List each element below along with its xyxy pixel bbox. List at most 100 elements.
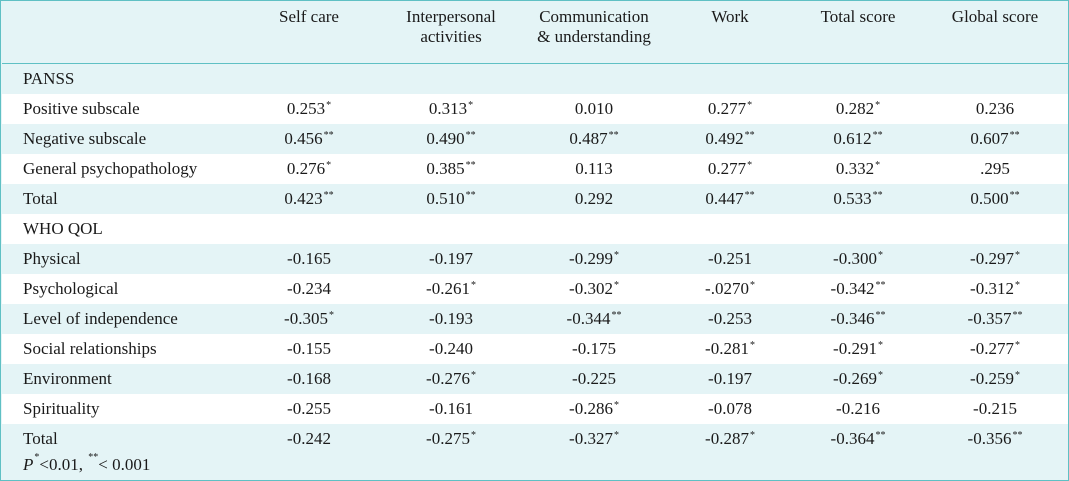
cell-value: -0.269 bbox=[833, 368, 877, 388]
table-cell: 0.490** bbox=[380, 124, 522, 154]
table-cell: 0.500** bbox=[922, 184, 1068, 214]
table-cell: 0.332* bbox=[794, 153, 922, 184]
column-header: Total score bbox=[794, 1, 922, 64]
section-title: PANSS bbox=[23, 68, 75, 88]
column-header-line: Work bbox=[711, 7, 749, 26]
cell-value: -0.342 bbox=[830, 278, 875, 298]
table-row: General psychopathology 0.276* 0.385** 0.11… bbox=[2, 153, 1068, 184]
table-cell: 0.236 bbox=[922, 93, 1068, 124]
cell-value: -0.287 bbox=[705, 428, 749, 448]
table-cell: -0.342** bbox=[794, 273, 922, 304]
cell-value: -0.175 bbox=[572, 338, 616, 358]
cell-value: -0.225 bbox=[572, 368, 616, 388]
section-header-row: WHO QOL bbox=[2, 213, 1068, 244]
cell-value: 0.510 bbox=[426, 188, 465, 208]
column-header: Communication & understanding bbox=[522, 1, 666, 64]
table-cell: 0.492** bbox=[666, 124, 794, 154]
table-cell: -0.364** bbox=[794, 424, 922, 454]
significance-marker: * bbox=[1014, 249, 1020, 261]
table-row: Positive subscale 0.253* 0.313* 0.010 0.277*… bbox=[2, 93, 1068, 124]
cell-value: -0.302 bbox=[569, 278, 613, 298]
table-cell: 0.510** bbox=[380, 184, 522, 214]
table-cell: -0.242 bbox=[238, 424, 380, 454]
cell-value: 0.533 bbox=[833, 188, 872, 208]
significance-marker: ** bbox=[608, 129, 619, 141]
cell-value: 0.332 bbox=[835, 158, 875, 178]
column-header-line: Self care bbox=[279, 7, 339, 26]
footnote-text2: < 0.001 bbox=[98, 455, 151, 474]
table-cell: 0.487** bbox=[522, 124, 666, 154]
significance-marker: * bbox=[747, 159, 753, 171]
cell-value: -0.299 bbox=[569, 248, 613, 268]
table-cell: -0.165 bbox=[238, 244, 380, 274]
table-cell: -0.302* bbox=[522, 273, 666, 304]
table-cell: -0.344** bbox=[522, 304, 666, 334]
footnote-sup1: * bbox=[34, 452, 40, 463]
table-cell: -0.255 bbox=[238, 393, 380, 424]
significance-marker: * bbox=[749, 279, 755, 291]
table-cell: 0.607** bbox=[922, 124, 1068, 154]
table-cell: -0.327* bbox=[522, 424, 666, 454]
cell-value: 0.490 bbox=[426, 128, 465, 148]
table-cell: -0.197 bbox=[666, 364, 794, 394]
table-cell: -0.168 bbox=[238, 364, 380, 394]
table-row: Spirituality -0.255 -0.161 -0.286* -0.078 -0.… bbox=[2, 393, 1068, 424]
cell-value: -0.078 bbox=[708, 398, 752, 418]
table-cell: 0.113 bbox=[522, 153, 666, 184]
column-header-line: Interpersonal bbox=[406, 7, 496, 26]
table-cell: -0.234 bbox=[238, 273, 380, 304]
table-cell: -0.305* bbox=[238, 304, 380, 334]
significance-marker: * bbox=[328, 309, 334, 321]
row-label: Positive subscale bbox=[2, 93, 238, 124]
table-row: Environment -0.168 -0.276* -0.225 -0.197 -0.2… bbox=[2, 364, 1068, 394]
row-label: General psychopathology bbox=[2, 153, 238, 184]
table-cell: -0.281* bbox=[666, 333, 794, 364]
table-row: Total 0.423** 0.510** 0.292 0.447** 0.533** 0.… bbox=[2, 184, 1068, 214]
significance-marker: * bbox=[877, 369, 883, 381]
significance-marker: ** bbox=[875, 279, 886, 291]
header-corner bbox=[2, 1, 238, 64]
cell-value: -0.281 bbox=[705, 338, 749, 358]
table-cell: 0.277* bbox=[666, 93, 794, 124]
table-cell: 0.010 bbox=[522, 93, 666, 124]
cell-value: -0.275 bbox=[426, 428, 470, 448]
column-header-line: Communication bbox=[539, 7, 649, 26]
table-cell: 0.447** bbox=[666, 184, 794, 214]
significance-marker: ** bbox=[323, 189, 334, 201]
table-cell: -0.175 bbox=[522, 333, 666, 364]
table-cell: -0.216 bbox=[794, 393, 922, 424]
significance-marker: ** bbox=[744, 129, 755, 141]
cell-value: 0.313 bbox=[428, 98, 468, 118]
cell-value: -0.259 bbox=[970, 368, 1014, 388]
cell-value: -0.168 bbox=[287, 368, 331, 388]
cell-value: -0.161 bbox=[429, 398, 473, 418]
table-cell: -0.197 bbox=[380, 244, 522, 274]
significance-marker: * bbox=[877, 249, 883, 261]
significance-marker: * bbox=[749, 429, 755, 441]
cell-value: -0.216 bbox=[836, 398, 880, 418]
cell-value: -0.197 bbox=[429, 248, 473, 268]
cell-value: -0.215 bbox=[973, 398, 1017, 418]
significance-marker: * bbox=[470, 369, 476, 381]
significance-marker: * bbox=[468, 99, 474, 111]
table-cell: -0.276* bbox=[380, 364, 522, 394]
table-cell: -0.356** bbox=[922, 424, 1068, 454]
cell-value: -0.240 bbox=[429, 338, 473, 358]
significance-marker: ** bbox=[875, 309, 886, 321]
table-cell: -0.253 bbox=[666, 304, 794, 334]
table-cell: -0.261* bbox=[380, 273, 522, 304]
table-cell: -0.215 bbox=[922, 393, 1068, 424]
table-cell: -0.287* bbox=[666, 424, 794, 454]
significance-marker: * bbox=[1014, 369, 1020, 381]
section-header-row: PANSS bbox=[2, 64, 1068, 94]
footnote-text1: <0.01, bbox=[39, 455, 88, 474]
table-row: Total -0.242 -0.275* -0.327* -0.287* -0.364**… bbox=[2, 424, 1068, 454]
significance-marker: ** bbox=[1012, 429, 1023, 441]
footnote: P*<0.01, **< 0.001 bbox=[23, 452, 151, 475]
column-header-line: & understanding bbox=[537, 27, 651, 46]
cell-value: -0.300 bbox=[833, 248, 877, 268]
significance-marker: ** bbox=[875, 429, 886, 441]
column-header: Interpersonal activities bbox=[380, 1, 522, 64]
cell-value: -0.277 bbox=[970, 338, 1014, 358]
